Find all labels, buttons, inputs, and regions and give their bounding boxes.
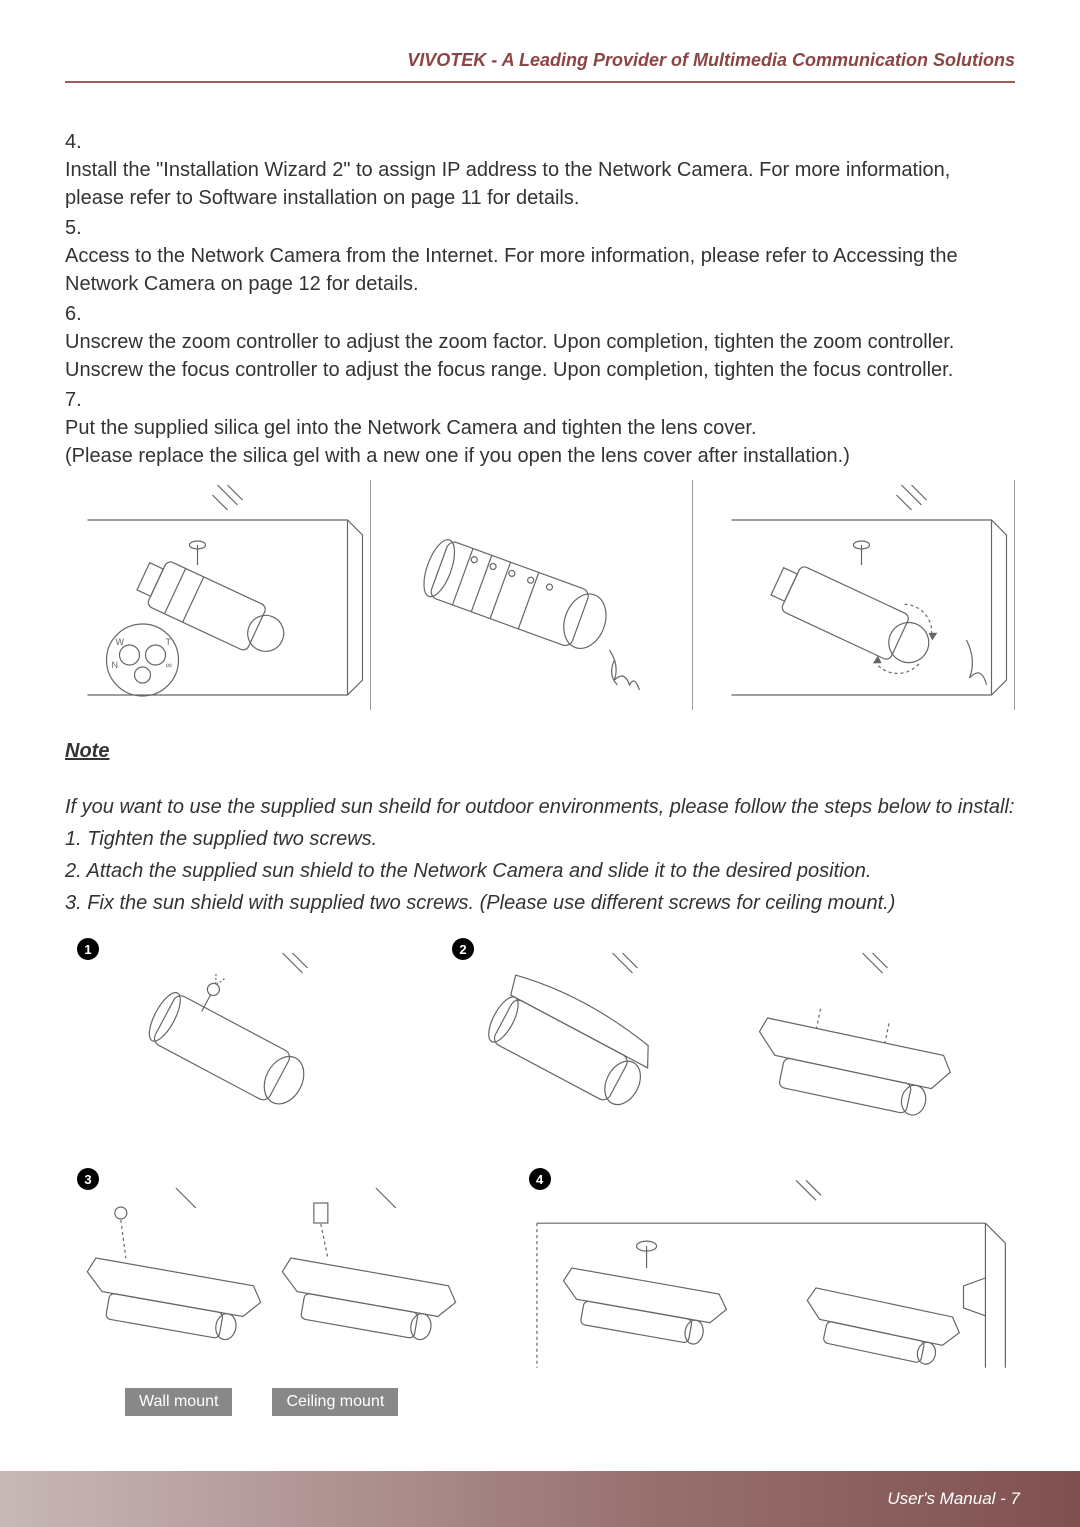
bottom-diagram-grid: 1 2 — [65, 938, 1015, 1416]
note-step: 3. Fix the sun shield with supplied two … — [65, 889, 1015, 918]
svg-text:W: W — [116, 637, 125, 647]
note-intro: If you want to use the supplied sun shei… — [65, 793, 1015, 822]
instruction-item: 6. Unscrew the zoom controller to adjust… — [65, 300, 1015, 384]
step-badge: 3 — [77, 1168, 99, 1190]
page-footer: User's Manual - 7 — [0, 1471, 1080, 1527]
instruction-number: 5. — [65, 214, 91, 242]
instruction-number: 7. — [65, 386, 91, 414]
instruction-number: 4. — [65, 128, 91, 156]
diagram-step-2: 2 — [440, 938, 1015, 1158]
step-badge: 2 — [452, 938, 474, 960]
diagram-lens-cover — [709, 480, 1015, 710]
document-page: VIVOTEK - A Leading Provider of Multimed… — [0, 0, 1080, 1527]
svg-text:N: N — [112, 660, 119, 670]
instruction-item: 5. Access to the Network Camera from the… — [65, 214, 1015, 298]
step-badge: 1 — [77, 938, 99, 960]
diagram-zoom-focus: W T N ∞ — [65, 480, 371, 710]
svg-text:∞: ∞ — [166, 660, 172, 670]
instruction-text: Unscrew the zoom controller to adjust th… — [65, 328, 989, 384]
instruction-text: Put the supplied silica gel into the Net… — [65, 414, 989, 470]
instruction-item: 7. Put the supplied silica gel into the … — [65, 386, 1015, 470]
instruction-item: 4. Install the "Installation Wizard 2" t… — [65, 128, 1015, 212]
svg-text:T: T — [166, 637, 172, 647]
diagram-step-4: 4 — [517, 1168, 1015, 1388]
note-body: If you want to use the supplied sun shei… — [65, 793, 1015, 918]
diagram-step-1: 1 — [65, 938, 410, 1158]
note-step: 2. Attach the supplied sun shield to the… — [65, 857, 1015, 886]
header-text: VIVOTEK - A Leading Provider of Multimed… — [407, 50, 1015, 70]
instruction-list: 4. Install the "Installation Wizard 2" t… — [65, 128, 1015, 470]
note-step: 1. Tighten the supplied two screws. — [65, 825, 1015, 854]
ceiling-mount-label: Ceiling mount — [272, 1388, 398, 1416]
diagram-step-3: 3 — [65, 1168, 487, 1388]
top-diagram-row: W T N ∞ — [65, 480, 1015, 710]
instruction-text: Access to the Network Camera from the In… — [65, 242, 989, 298]
diagram-silica-gel — [387, 480, 693, 710]
instruction-text: Install the "Installation Wizard 2" to a… — [65, 156, 989, 212]
page-header: VIVOTEK - A Leading Provider of Multimed… — [65, 50, 1015, 83]
instruction-number: 6. — [65, 300, 91, 328]
note-heading: Note — [65, 740, 1015, 763]
step-badge: 4 — [529, 1168, 551, 1190]
mount-labels-row: Wall mount Ceiling mount — [125, 1388, 1015, 1416]
wall-mount-label: Wall mount — [125, 1388, 232, 1416]
footer-text: User's Manual - 7 — [887, 1489, 1020, 1509]
